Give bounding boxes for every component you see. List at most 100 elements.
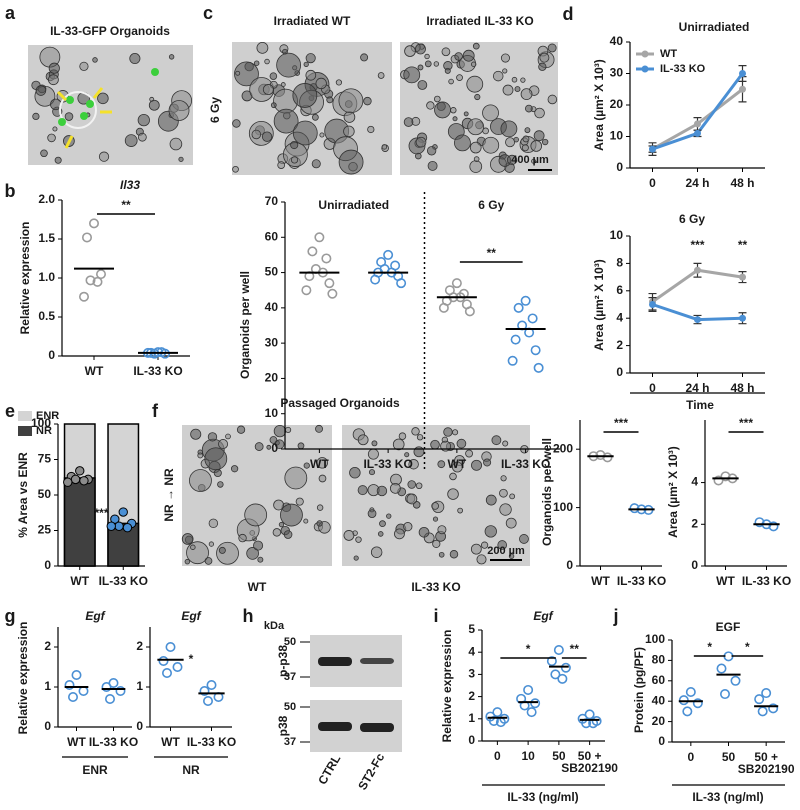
- y-tick-label: 0: [271, 441, 278, 455]
- gfp-spot: [80, 112, 88, 120]
- organoid: [315, 77, 327, 90]
- data-point: [553, 644, 564, 655]
- y-tick-label: 200: [553, 441, 573, 455]
- organoid: [426, 146, 437, 156]
- data-point: [451, 278, 462, 289]
- organoid: [500, 475, 507, 482]
- data-point: [370, 274, 381, 285]
- organoid: [506, 154, 518, 166]
- organoid: [190, 544, 196, 550]
- organoid: [52, 126, 58, 132]
- organoid: [189, 469, 212, 492]
- organoid: [311, 159, 321, 169]
- data-point: [115, 685, 126, 696]
- data-point: [649, 301, 656, 308]
- x-tick-label: IL-33 KO: [89, 735, 138, 749]
- y-tick-label: 1.0: [38, 270, 55, 284]
- y-tick-label: 5: [468, 622, 475, 636]
- organoid: [98, 151, 110, 162]
- organoid: [472, 42, 480, 50]
- significance-label: *: [526, 642, 531, 656]
- organoid: [511, 76, 518, 83]
- organoid: [502, 68, 508, 74]
- x-tick-label: 0: [687, 750, 694, 764]
- data-point: [527, 313, 538, 324]
- organoid: [204, 447, 228, 471]
- data-point: [739, 85, 746, 93]
- organoid: [264, 58, 270, 65]
- organoid: [368, 469, 376, 476]
- y-tick-label: 0: [136, 719, 143, 733]
- organoid: [377, 531, 384, 537]
- marker-label: 37: [284, 736, 296, 748]
- panel-letter: i: [433, 606, 438, 626]
- y-tick-label: 3: [468, 667, 475, 681]
- organoid: [292, 83, 318, 108]
- legend-swatch: [18, 411, 32, 421]
- arrow: [92, 87, 104, 99]
- y-axis-label: Area (µm² X 10³): [666, 446, 680, 538]
- organoid: [427, 160, 438, 171]
- marker-label: 37: [284, 671, 296, 683]
- data-point: [301, 285, 312, 296]
- organoid: [441, 47, 451, 57]
- unit-label: kDa: [264, 620, 285, 632]
- organoid: [386, 513, 392, 519]
- organoid: [476, 554, 487, 565]
- label-line: SB202190: [561, 761, 618, 775]
- x-tick-label: WT: [70, 574, 89, 588]
- organoid: [437, 525, 447, 535]
- organoid: [465, 449, 474, 458]
- organoid: [381, 144, 388, 150]
- data-point: [79, 291, 90, 302]
- organoid: [417, 80, 428, 90]
- organoid: [482, 104, 499, 122]
- organoid: [273, 499, 284, 511]
- organoid: [284, 466, 308, 490]
- organoid: [483, 458, 492, 467]
- organoid: [357, 485, 368, 496]
- chart-title: 6 Gy: [679, 212, 705, 226]
- y-tick-label: 0: [48, 348, 55, 362]
- organoid: [273, 108, 299, 134]
- y-tick-label: 2: [44, 639, 51, 653]
- data-point: [172, 661, 183, 672]
- data-point: [199, 685, 210, 696]
- data-point: [720, 471, 731, 482]
- data-point: [649, 145, 656, 153]
- row-label: 6 Gy: [208, 97, 222, 123]
- panel-letter: c: [203, 3, 213, 23]
- organoid: [129, 53, 141, 65]
- image-title: Irradiated IL-33 KO: [426, 14, 533, 28]
- organoid: [443, 427, 453, 437]
- organoid: [246, 547, 259, 560]
- organoid: [513, 136, 519, 143]
- y-axis-label: Organoids per well: [238, 271, 252, 379]
- organoid: [508, 553, 515, 559]
- y-axis-label: Organoids per well: [540, 438, 554, 546]
- x-tick-label: WT: [85, 364, 104, 378]
- chart-title: Egf: [533, 609, 553, 623]
- organoid: [514, 86, 521, 93]
- data-point: [716, 663, 727, 674]
- organoid: [319, 132, 325, 138]
- organoid: [484, 525, 497, 538]
- organoid: [547, 43, 557, 53]
- gfp-cell: [59, 91, 97, 129]
- data-point: [321, 253, 332, 264]
- organoid: [303, 61, 309, 67]
- organoid: [290, 156, 299, 164]
- organoid: [407, 480, 417, 489]
- x-tick-label: 0: [649, 381, 656, 395]
- organoid: [256, 41, 269, 54]
- data-point: [513, 302, 524, 313]
- organoid: [269, 72, 278, 80]
- organoid: [432, 516, 439, 522]
- organoid: [415, 482, 423, 490]
- organoid: [415, 43, 426, 55]
- organoid: [424, 60, 432, 68]
- data-point: [757, 706, 768, 717]
- band: [360, 723, 394, 732]
- data-point: [685, 687, 696, 698]
- data-point: [85, 275, 96, 286]
